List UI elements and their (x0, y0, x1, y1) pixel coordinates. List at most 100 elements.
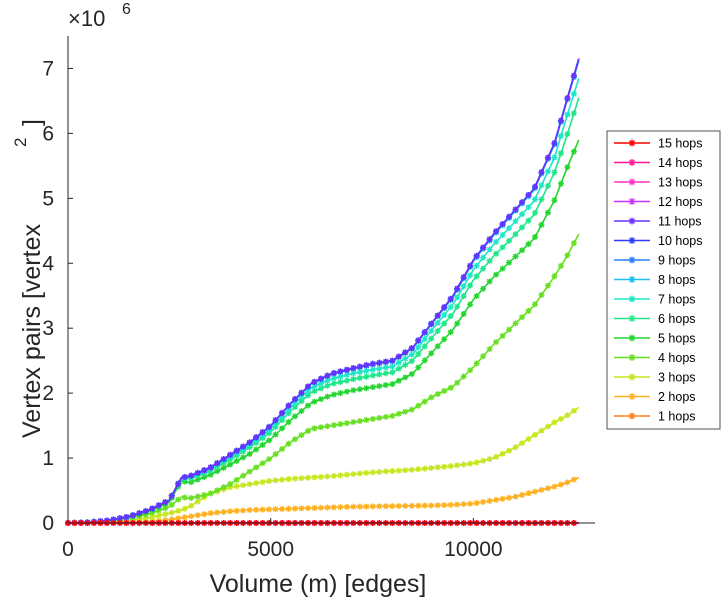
series-marker (525, 307, 532, 314)
series-marker (486, 236, 493, 243)
series-marker (408, 358, 415, 365)
series-marker (369, 360, 376, 367)
series-marker (233, 483, 240, 490)
series-marker (519, 491, 526, 498)
series-marker (304, 427, 311, 434)
legend-swatch-marker (628, 373, 636, 381)
series-marker (175, 515, 182, 522)
series-marker (408, 351, 415, 358)
series-marker (428, 320, 435, 327)
series-marker (473, 459, 480, 466)
series-marker (259, 506, 266, 513)
series-marker (506, 447, 513, 454)
series-marker (551, 483, 558, 490)
series-marker (298, 505, 305, 512)
series-marker (337, 390, 344, 397)
series-marker (447, 313, 454, 320)
series-marker (544, 423, 551, 430)
series-marker (486, 345, 493, 352)
series-marker (330, 380, 337, 387)
legend-label: 9 hops (658, 254, 696, 268)
series-marker (519, 247, 526, 254)
series-marker (304, 402, 311, 409)
legend-item-12-hops: 12 hops (614, 195, 702, 209)
series-marker (506, 326, 513, 333)
series-marker (460, 501, 467, 508)
series-marker (136, 510, 143, 517)
x-tick-label: 5000 (247, 538, 294, 561)
series-marker (240, 472, 247, 479)
series-marker (350, 376, 357, 383)
series-marker (220, 455, 227, 462)
series-marker (408, 345, 415, 352)
series-marker (214, 509, 221, 516)
series-marker (356, 374, 363, 381)
series-marker (188, 494, 195, 501)
series-marker (538, 182, 545, 189)
series-marker (519, 314, 526, 321)
series-marker (499, 450, 506, 457)
series-marker (382, 382, 389, 389)
series-marker (201, 467, 208, 474)
series-marker (356, 369, 363, 376)
series-marker (564, 164, 571, 171)
series-marker (356, 418, 363, 425)
series-marker (214, 460, 221, 467)
series-marker (544, 182, 551, 189)
y-tick-label: 5 (42, 187, 54, 210)
series-marker (395, 377, 402, 384)
series-marker (564, 111, 571, 118)
legend-swatch-marker (628, 159, 636, 166)
series-marker (467, 282, 474, 289)
series-marker (317, 375, 324, 382)
series-marker (259, 441, 266, 448)
series-marker (272, 451, 279, 458)
series-marker (116, 515, 123, 522)
series-marker (460, 461, 467, 468)
series-marker (259, 429, 266, 436)
series-marker (194, 493, 201, 500)
series-marker (389, 468, 396, 475)
series-marker (402, 408, 409, 415)
y-axis-ticks: 0 1 2 3 4 5 6 7 (42, 57, 73, 535)
series-marker (227, 481, 234, 488)
series-marker (376, 503, 383, 510)
x-axis-ticks: 0 5000 10000 (62, 518, 503, 561)
legend-label: 3 hops (658, 371, 696, 385)
series-marker (181, 478, 188, 485)
series-marker (356, 386, 363, 393)
series-marker (343, 503, 350, 510)
series-marker (356, 503, 363, 510)
series-marker (162, 511, 169, 518)
series-marker (480, 244, 487, 251)
series-marker (337, 379, 344, 386)
series-marker (421, 502, 428, 509)
legend-item-11-hops: 11 hops (614, 215, 702, 229)
legend-label: 8 hops (658, 273, 696, 287)
series-marker (285, 505, 292, 512)
series-marker (253, 480, 260, 487)
series-8-hops (65, 60, 580, 526)
series-marker (272, 423, 279, 430)
legend-item-10-hops: 10 hops (614, 234, 702, 248)
series-marker (311, 388, 318, 395)
series-marker (246, 450, 253, 457)
y-tick-label: 6 (42, 122, 54, 145)
series-marker (460, 373, 467, 380)
series-marker (493, 271, 500, 278)
series-marker (486, 246, 493, 253)
series-marker (337, 504, 344, 511)
series-marker (395, 503, 402, 510)
series-marker (194, 469, 201, 476)
series-marker (434, 343, 441, 350)
series-marker (363, 373, 370, 380)
series-marker (292, 475, 299, 482)
legend-item-4-hops: 4 hops (614, 351, 696, 365)
series-marker (486, 278, 493, 285)
series-marker (259, 479, 266, 486)
series-marker (162, 499, 169, 506)
series-marker (447, 329, 454, 336)
legend-item-13-hops: 13 hops (614, 176, 702, 190)
series-marker (525, 191, 532, 198)
series-marker (421, 343, 428, 350)
